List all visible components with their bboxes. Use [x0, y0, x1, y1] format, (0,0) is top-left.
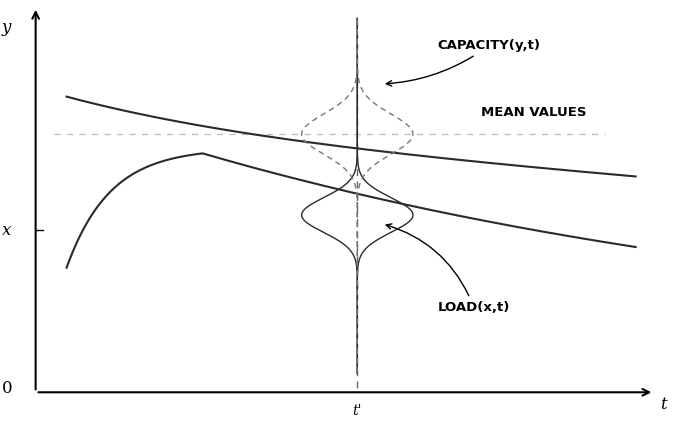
Text: LOAD(x,t): LOAD(x,t)	[386, 224, 510, 314]
Text: 0: 0	[1, 380, 12, 397]
Text: y: y	[1, 19, 11, 36]
Text: MEAN VALUES: MEAN VALUES	[481, 106, 586, 119]
Text: t: t	[660, 396, 667, 413]
Text: x: x	[1, 222, 11, 239]
Text: t': t'	[353, 404, 362, 418]
Text: CAPACITY(y,t): CAPACITY(y,t)	[386, 39, 540, 86]
